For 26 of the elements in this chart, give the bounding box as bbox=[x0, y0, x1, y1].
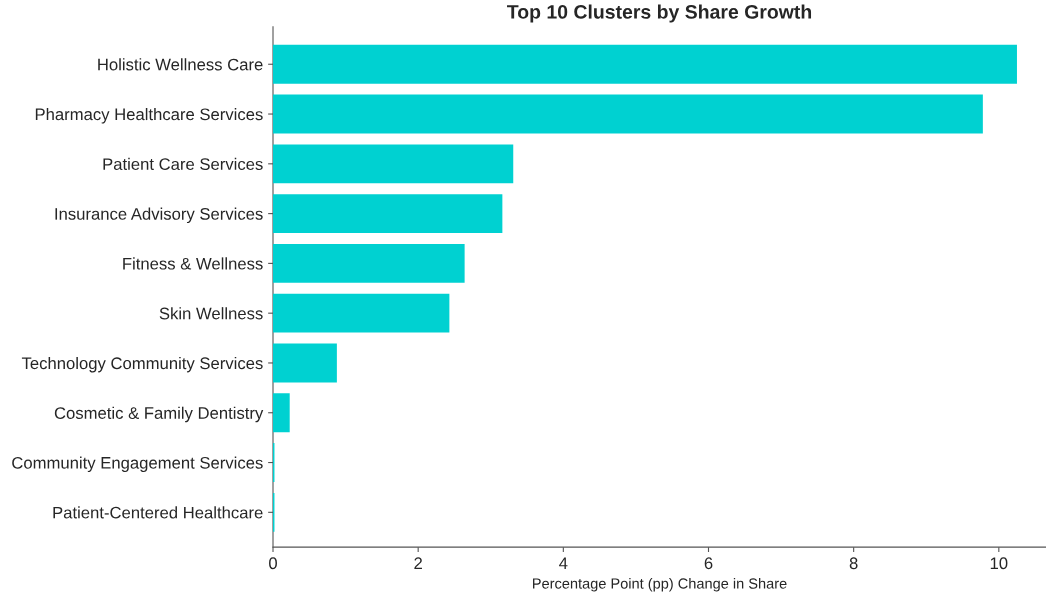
x-tick-label: 6 bbox=[704, 557, 713, 570]
y-tick-label: Insurance Advisory Services bbox=[55, 207, 263, 224]
bar bbox=[273, 293, 450, 333]
bar bbox=[273, 243, 465, 283]
x-axis-title: Percentage Point (pp) Change in Share bbox=[533, 577, 787, 592]
y-tick-label: Cosmetic & Family Dentistry bbox=[54, 406, 264, 423]
y-tick-label: Holistic Wellness Care bbox=[98, 58, 263, 71]
x-tick-label: 0 bbox=[269, 557, 277, 570]
y-tick-label: Community Engagement Services bbox=[12, 456, 263, 473]
x-tick-label: 10 bbox=[990, 557, 1008, 570]
y-tick-label: Patient Care Services bbox=[103, 157, 263, 171]
bar bbox=[273, 94, 983, 134]
y-tick-label: Fitness & Wellness bbox=[123, 257, 263, 270]
bar bbox=[273, 194, 503, 234]
y-tick-label: Pharmacy Healthcare Services bbox=[35, 108, 263, 124]
x-tick-label: 4 bbox=[559, 557, 568, 569]
y-tick-label: Technology Community Services bbox=[21, 356, 263, 373]
x-tick-label: 2 bbox=[414, 557, 422, 569]
chart-title: Top 10 Clusters by Share Growth bbox=[507, 4, 812, 23]
y-tick-label: Skin Wellness bbox=[159, 307, 263, 320]
bar bbox=[273, 44, 1017, 84]
y-tick-label: Patient-Centered Healthcare bbox=[53, 506, 263, 519]
bar bbox=[273, 393, 290, 433]
x-tick-label: 8 bbox=[849, 557, 858, 570]
bar bbox=[273, 343, 337, 383]
bar bbox=[273, 144, 514, 184]
